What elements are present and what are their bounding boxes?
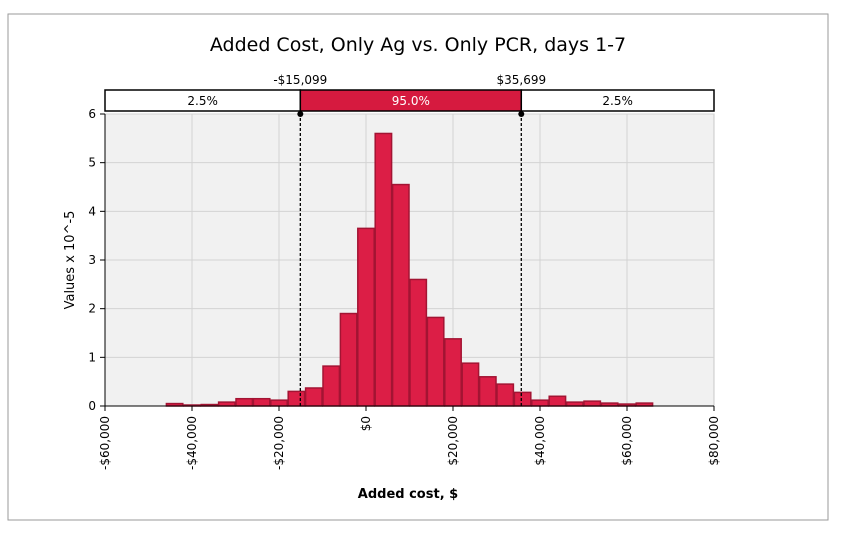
x-axis-label: Added cost, $ bbox=[358, 487, 458, 502]
band-label: 95.0% bbox=[392, 94, 430, 108]
histogram-bar bbox=[478, 376, 497, 407]
cutoff-lines: -$15,099 $35,699 bbox=[273, 73, 546, 406]
chart-title: Added Cost, Only Ag vs. Only PCR, days 1… bbox=[210, 34, 626, 56]
histogram-bar bbox=[531, 399, 549, 407]
histogram-bar bbox=[287, 390, 306, 407]
histogram-bar bbox=[461, 362, 480, 407]
histogram-bar bbox=[513, 391, 532, 407]
probability-band: 2.5% 95.0% 2.5% bbox=[104, 89, 715, 112]
band-label: 2.5% bbox=[602, 94, 633, 108]
x-tick-label: $60,000 bbox=[620, 416, 634, 466]
histogram-bar bbox=[496, 383, 515, 407]
histogram-bar bbox=[270, 399, 288, 407]
histogram-bar bbox=[426, 316, 445, 407]
y-tick-label: 5 bbox=[88, 156, 96, 170]
x-tick-label: -$60,000 bbox=[98, 416, 112, 470]
histogram-bar bbox=[339, 312, 358, 407]
y-tick-label: 1 bbox=[88, 350, 96, 364]
x-tick-label: -$40,000 bbox=[185, 416, 199, 470]
cutoff-label: $35,699 bbox=[496, 73, 546, 87]
x-tick-label: $0 bbox=[359, 416, 373, 431]
x-tick-label: $20,000 bbox=[446, 416, 460, 466]
histogram-bar bbox=[217, 401, 236, 407]
axes: 0 1 2 3 4 5 6 -$60,000 -$40,000 -$20,000 $0 $20,000… bbox=[88, 107, 721, 470]
band-segment bbox=[520, 89, 715, 112]
histogram-bar bbox=[322, 365, 341, 407]
histogram-bar bbox=[565, 401, 584, 407]
y-tick-label: 0 bbox=[88, 399, 96, 413]
histogram-bar bbox=[583, 400, 602, 407]
y-tick-label: 2 bbox=[88, 302, 96, 316]
y-tick-label: 4 bbox=[88, 204, 96, 218]
y-tick-label: 6 bbox=[88, 107, 96, 121]
histogram-bar bbox=[391, 183, 410, 407]
cutoff-marker bbox=[518, 111, 525, 117]
histogram-bar bbox=[252, 397, 271, 407]
x-tick-label: $40,000 bbox=[533, 416, 547, 466]
cutoff-marker bbox=[297, 111, 304, 117]
histogram-bar bbox=[235, 397, 254, 407]
histogram-bar bbox=[304, 387, 323, 407]
histogram-bar bbox=[357, 227, 375, 407]
y-tick-label: 3 bbox=[88, 253, 96, 267]
band-label: 2.5% bbox=[187, 94, 218, 108]
x-tick-label: $80,000 bbox=[707, 416, 721, 466]
cutoff-label: -$15,099 bbox=[273, 73, 327, 87]
y-axis-label: Values x 10^-5 bbox=[63, 211, 78, 310]
histogram-bar bbox=[548, 395, 567, 407]
histogram-bar bbox=[374, 132, 393, 407]
histogram-bar bbox=[409, 278, 428, 407]
histogram-bar bbox=[444, 338, 462, 407]
x-tick-label: -$20,000 bbox=[272, 416, 286, 470]
